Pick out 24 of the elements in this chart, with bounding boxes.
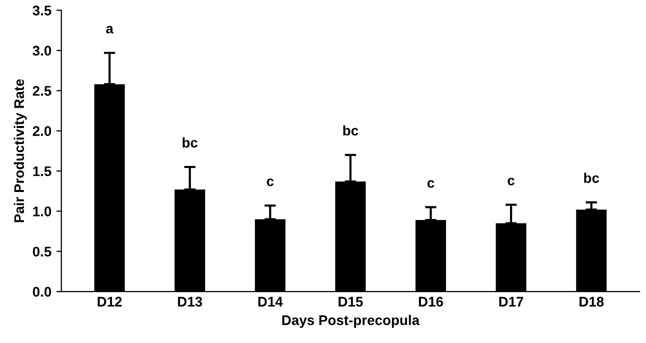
x-tick-label: D17: [499, 296, 524, 306]
x-tick-label: D12: [98, 296, 122, 306]
y-tick-label: 3.5: [32, 6, 52, 16]
annotation: a: [106, 26, 114, 34]
annotation: c: [427, 180, 434, 188]
y-tick-label: 1.5: [33, 166, 52, 176]
x-tick-label: D14: [258, 296, 283, 306]
y-tick-label: 3.0: [32, 46, 52, 56]
x-tick-label: D16: [418, 296, 443, 307]
y-tick-label: 0.0: [32, 286, 52, 297]
y-tick-label: 2.0: [32, 126, 52, 136]
y-tick-label: 1.0: [33, 206, 52, 216]
annotation: bc: [343, 125, 358, 136]
annotation: c: [266, 178, 274, 186]
annotation: c: [508, 178, 515, 186]
annotation: bc: [182, 137, 198, 148]
y-tick-label: 0.5: [32, 246, 52, 257]
x-tick-label: D15: [338, 296, 363, 307]
y-axis-title: Pair Productivity Rate: [14, 79, 27, 222]
annotation: bc: [584, 172, 600, 183]
x-tick-label: D13: [178, 296, 202, 307]
y-tick-label: 2.5: [32, 86, 52, 96]
x-axis-title: Days Post-precopula: [282, 314, 420, 328]
x-tick-label: D18: [580, 296, 604, 307]
